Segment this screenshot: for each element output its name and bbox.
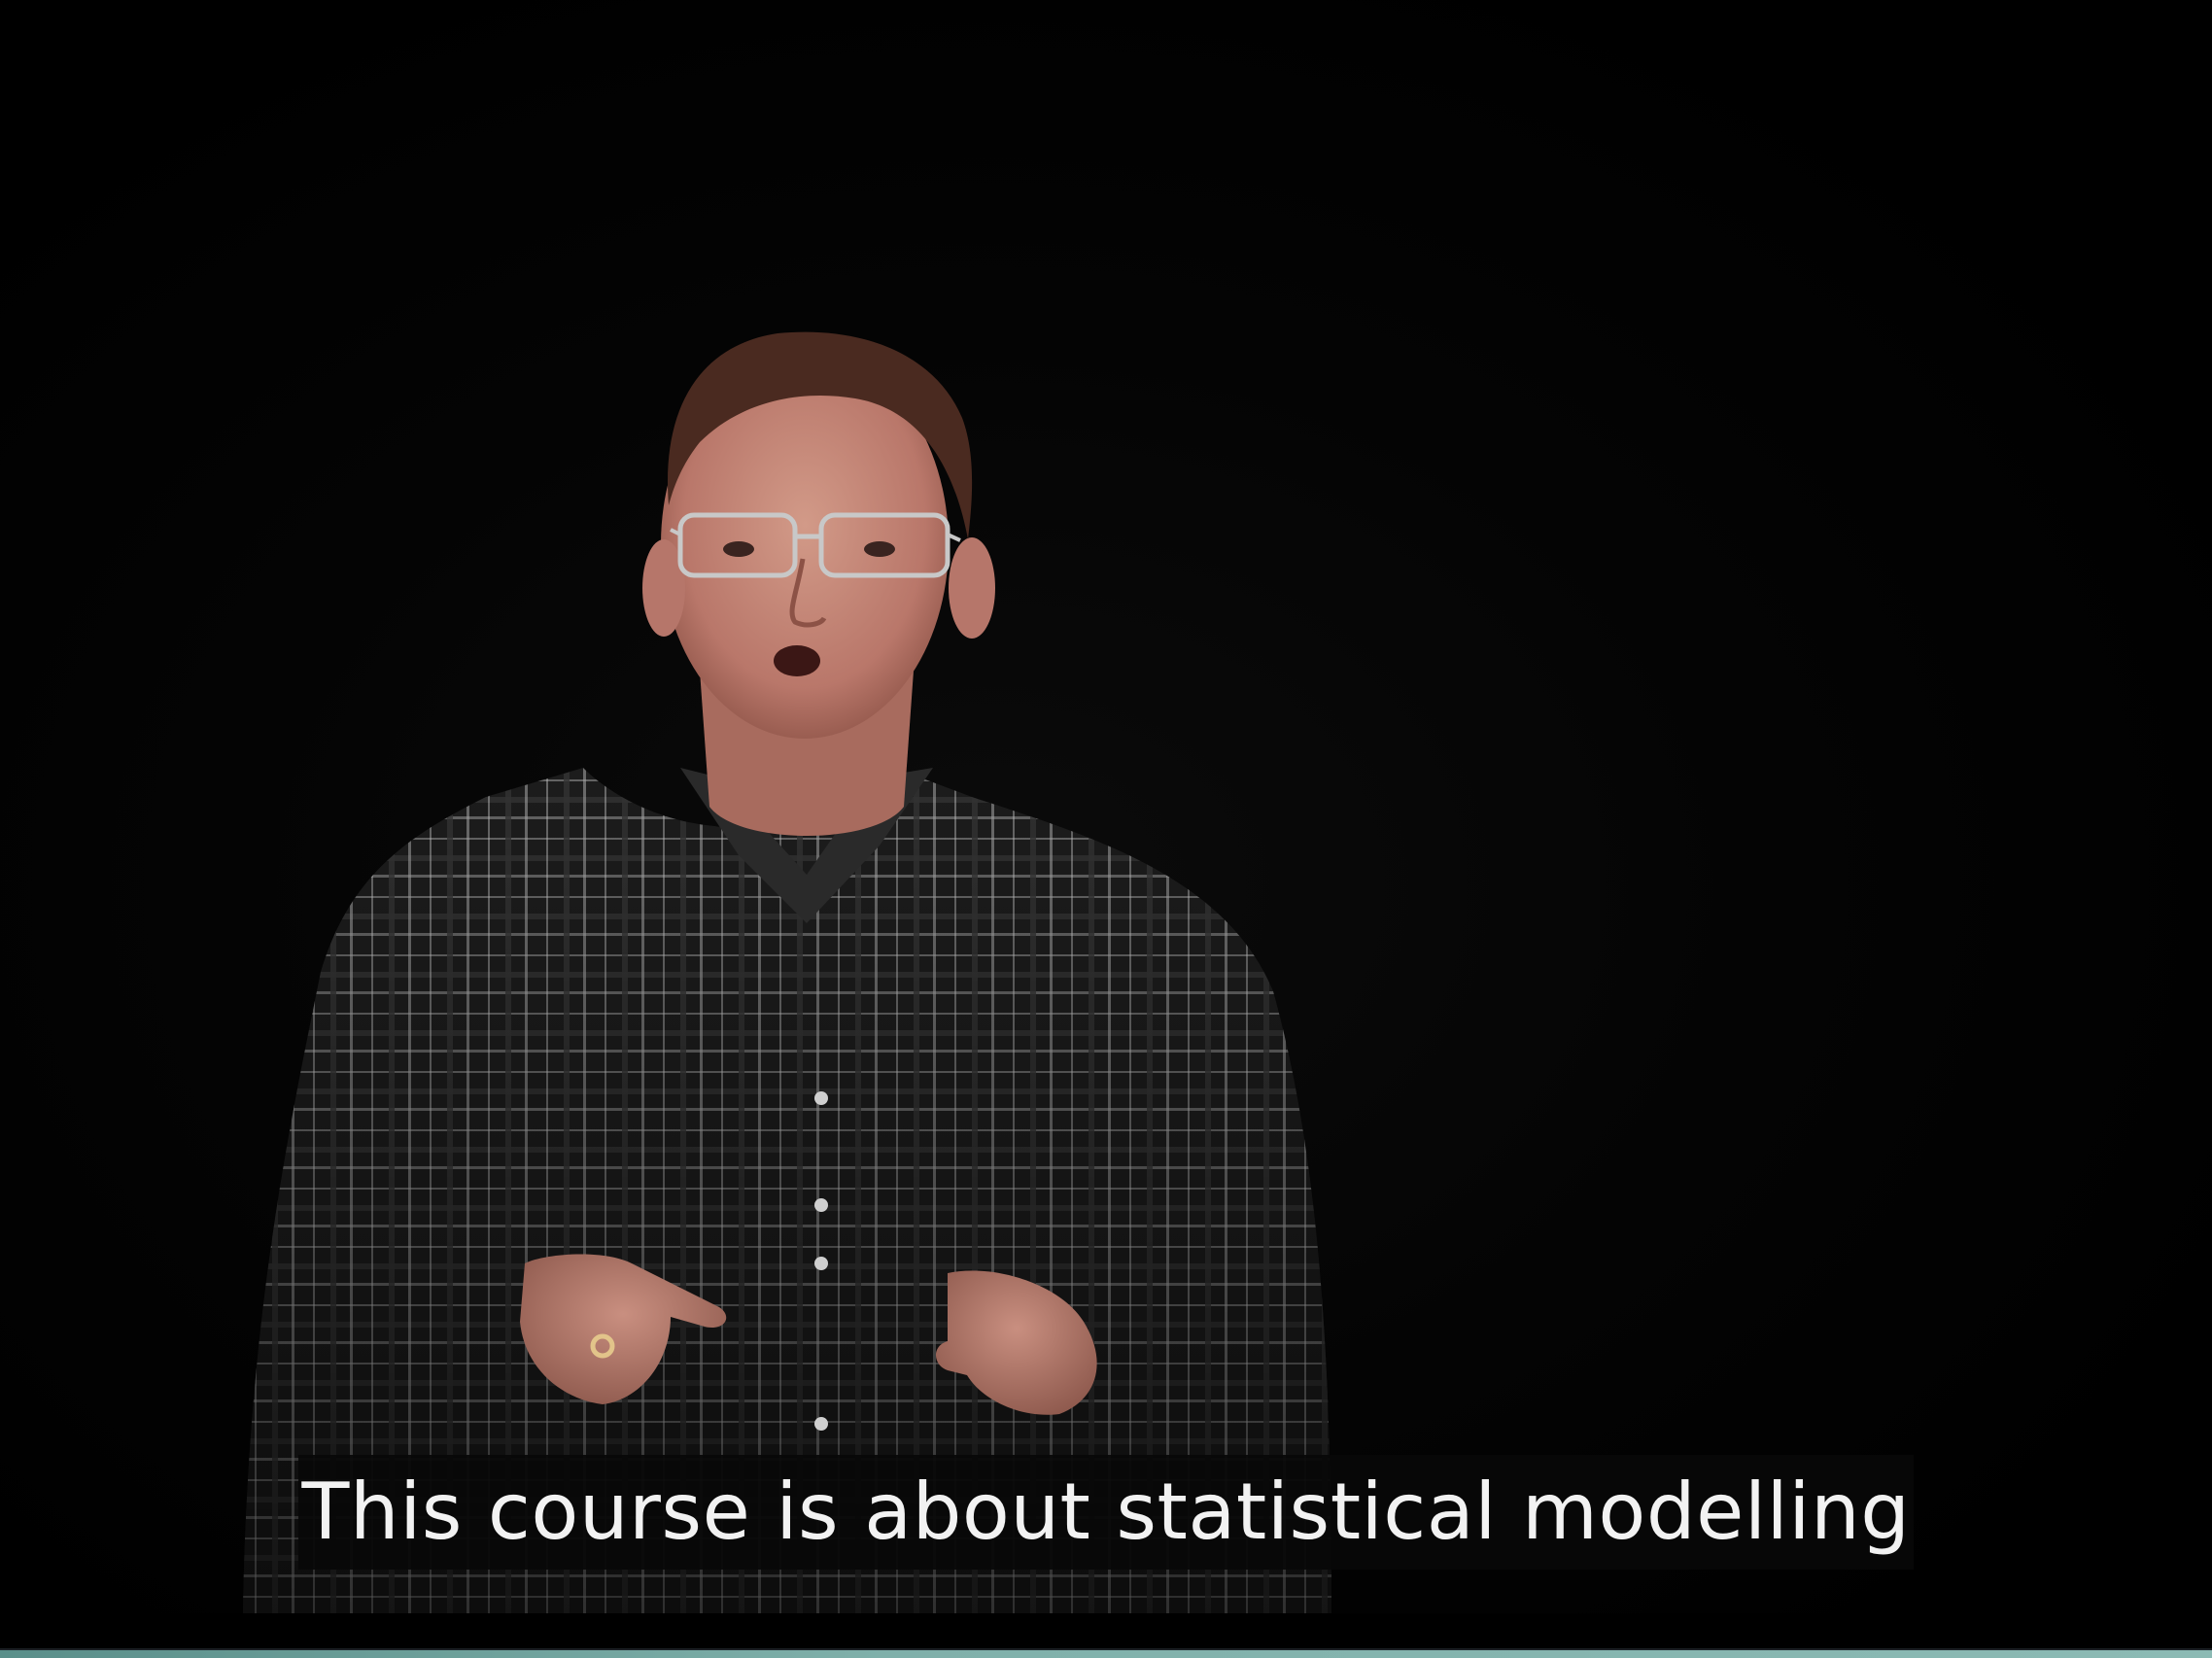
subtitle-caption: This course is about statistical modelli… <box>297 1455 1915 1570</box>
presenter-image <box>243 331 1331 1613</box>
video-frame[interactable] <box>0 0 2212 1613</box>
subtitle-container: This course is about statistical modelli… <box>0 1455 2212 1570</box>
progress-bar[interactable] <box>0 1650 2212 1658</box>
